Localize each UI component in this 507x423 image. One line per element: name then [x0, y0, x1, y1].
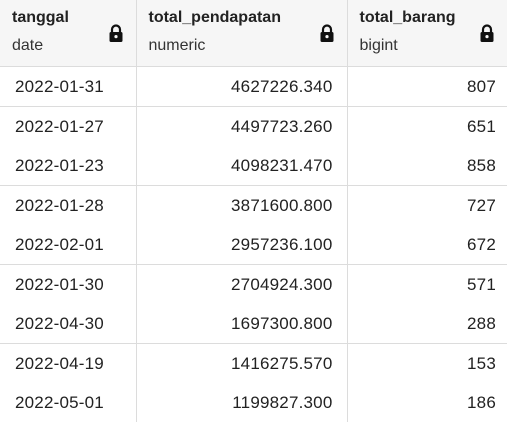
- cell-total-barang[interactable]: 858: [347, 146, 507, 186]
- column-name: total_pendapatan: [148, 9, 281, 26]
- cell-total-pendapatan[interactable]: 1416275.570: [136, 343, 348, 383]
- cell-tanggal[interactable]: 2022-04-19: [0, 343, 137, 383]
- lock-icon: [480, 24, 494, 42]
- column-type: numeric: [148, 37, 206, 54]
- cell-total-barang[interactable]: 288: [347, 304, 507, 344]
- column-type: date: [12, 37, 44, 54]
- cell-total-pendapatan[interactable]: 3871600.800: [136, 185, 348, 225]
- table-header: tanggal date total_pendapatan numeric: [0, 0, 507, 67]
- cell-tanggal[interactable]: 2022-01-28: [0, 185, 137, 225]
- cell-total-pendapatan[interactable]: 4627226.340: [136, 66, 348, 107]
- cell-total-pendapatan[interactable]: 4497723.260: [136, 106, 348, 146]
- cell-total-barang[interactable]: 153: [467, 353, 496, 373]
- cell-tanggal[interactable]: 2022-01-27: [0, 106, 137, 146]
- cell-tanggal[interactable]: 2022-05-01: [0, 383, 137, 422]
- cell-tanggal[interactable]: 2022-02-01: [0, 225, 137, 265]
- cell-tanggal[interactable]: 2022-01-30: [0, 264, 137, 304]
- cell-tanggal[interactable]: 2022-04-30: [0, 304, 137, 344]
- cell-total-pendapatan[interactable]: 4098231.470: [136, 146, 348, 186]
- cell-total-pendapatan[interactable]: 1199827.300: [136, 383, 348, 422]
- column-header-tanggal[interactable]: tanggal date: [0, 0, 137, 67]
- header-row: tanggal date total_pendapatan numeric: [0, 0, 507, 67]
- table-row[interactable]: 2022-02-01 2957236.100 672: [0, 225, 507, 265]
- table-row[interactable]: 2022-04-30 1697300.800 288: [0, 304, 507, 344]
- cell-tanggal[interactable]: 2022-01-23: [0, 146, 137, 186]
- table-body: 2022-01-31 4627226.340 807 2022-01-27 44…: [0, 66, 507, 422]
- column-type: bigint: [359, 37, 398, 54]
- cell-tanggal[interactable]: 2022-01-31: [0, 66, 137, 107]
- lock-icon: [109, 24, 122, 42]
- table-row[interactable]: 2022-05-01 1199827.300 186: [0, 383, 507, 422]
- cell-total-barang[interactable]: 651: [467, 116, 496, 136]
- table-row[interactable]: 2022-01-27 4497723.260 651: [0, 106, 507, 146]
- table-row[interactable]: 2022-04-19 1416275.570 153: [0, 343, 507, 383]
- cell-total-pendapatan[interactable]: 2957236.100: [136, 225, 348, 265]
- cell-total-pendapatan[interactable]: 1697300.800: [136, 304, 348, 344]
- table-row[interactable]: 2022-01-28 3871600.800 727: [0, 185, 507, 225]
- table-row[interactable]: 2022-01-31 4627226.340 807: [0, 66, 507, 107]
- cell-total-barang[interactable]: 672: [347, 225, 507, 265]
- column-name: tanggal: [12, 9, 69, 26]
- column-name: total_barang: [359, 9, 456, 26]
- cell-total-barang[interactable]: 186: [467, 392, 496, 412]
- column-header-total-pendapatan[interactable]: total_pendapatan numeric: [136, 0, 348, 67]
- table-row[interactable]: 2022-01-30 2704924.300 571: [0, 264, 507, 304]
- cell-total-barang[interactable]: 727: [467, 195, 496, 215]
- lock-icon: [320, 24, 333, 42]
- cell-total-barang[interactable]: 807: [347, 66, 507, 107]
- column-header-total-barang[interactable]: total_barang bigint: [347, 0, 507, 67]
- cell-total-pendapatan[interactable]: 2704924.300: [136, 264, 348, 304]
- cell-total-barang[interactable]: 571: [467, 274, 496, 294]
- table-row[interactable]: 2022-01-23 4098231.470 858: [0, 146, 507, 186]
